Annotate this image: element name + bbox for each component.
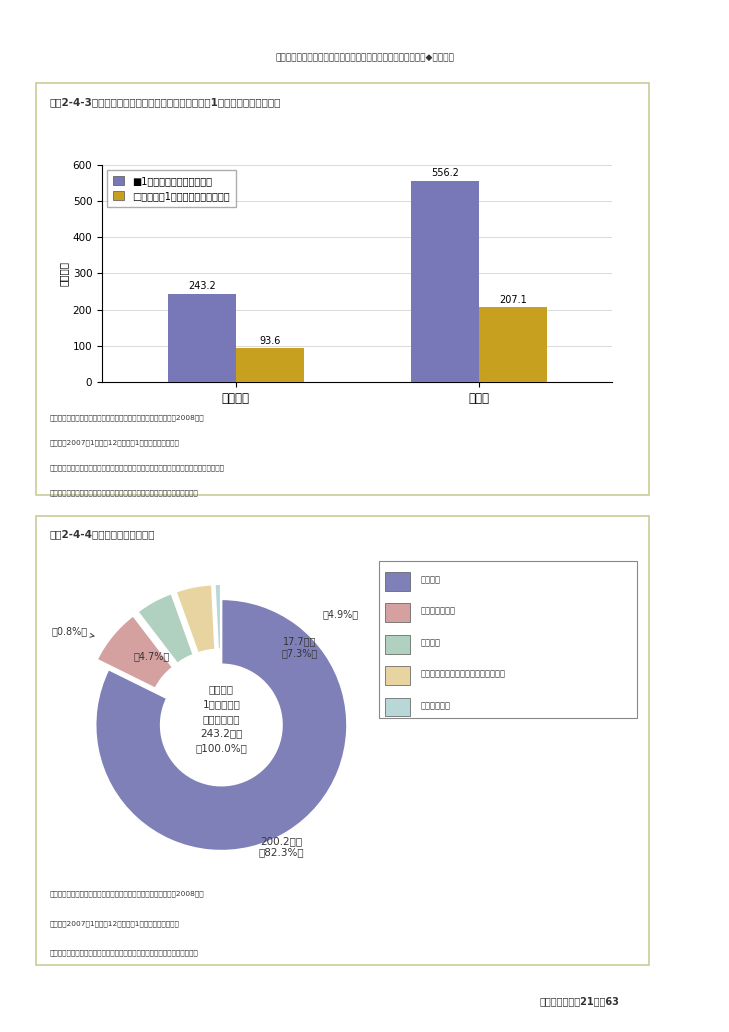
Wedge shape xyxy=(95,599,347,850)
Text: 556.2: 556.2 xyxy=(431,168,459,179)
Y-axis label: （万円）: （万円） xyxy=(58,261,69,286)
Wedge shape xyxy=(97,615,173,688)
Text: 財産所得: 財産所得 xyxy=(421,638,440,647)
Bar xyxy=(168,294,235,382)
Bar xyxy=(235,348,304,382)
Text: （注２）「全世帯」とは、「母子世帯」及び「高齢者世帯」を含む全世帯の数値である。: （注２）「全世帯」とは、「母子世帯」及び「高齢者世帯」を含む全世帯の数値である。 xyxy=(50,464,225,471)
Text: その他の所得: その他の所得 xyxy=(421,701,451,710)
Legend: ■1世帯当たり平均所得金額, □世帯人呔1人当たり平均所得金額: ■1世帯当たり平均所得金額, □世帯人呔1人当たり平均所得金額 xyxy=(107,170,235,206)
Bar xyxy=(384,667,410,685)
Text: 公的年金・恩給以外の社会保隚給付金: 公的年金・恩給以外の社会保隚給付金 xyxy=(421,670,505,678)
Bar xyxy=(410,181,479,382)
Text: 207.1: 207.1 xyxy=(499,294,526,304)
Text: （4.7%）: （4.7%） xyxy=(134,651,170,660)
Text: 243.2: 243.2 xyxy=(188,282,216,291)
Text: 200.2万円
（82.3%）: 200.2万円 （82.3%） xyxy=(259,836,305,858)
Text: 資料：厕生労働省大臣官房統計情報部「国民生活基礎調査」　（2008年）: 資料：厕生労働省大臣官房統計情報部「国民生活基礎調査」 （2008年） xyxy=(50,891,205,898)
Text: 勤労所得: 勤労所得 xyxy=(421,575,440,584)
Text: 第
１
部: 第 １ 部 xyxy=(665,180,674,228)
Text: （注２）「母子世帯」は客体が少ないため、数値の使用には注意を要する。: （注２）「母子世帯」は客体が少ないため、数値の使用には注意を要する。 xyxy=(50,949,199,956)
Text: 図表2-4-4　母子世帯の所得構成: 図表2-4-4 母子世帯の所得構成 xyxy=(50,529,155,540)
Text: （4.9%）: （4.9%） xyxy=(323,609,359,619)
Text: （注１）2007年1月から12月までの1年間の所得である。: （注１）2007年1月から12月までの1年間の所得である。 xyxy=(50,921,180,927)
Text: 93.6: 93.6 xyxy=(259,335,281,346)
Bar xyxy=(479,308,547,382)
Text: （注３）「母子世帯」は客体が少ないため、数値の使用には注意を要する。: （注３）「母子世帯」は客体が少ないため、数値の使用には注意を要する。 xyxy=(50,489,199,495)
Text: 図表2-4-3　１世帯当たり平均所得金額及び世帯人呔1人当たり平均所得金額: 図表2-4-3 １世帯当たり平均所得金額及び世帯人呔1人当たり平均所得金額 xyxy=(50,97,281,107)
Text: 17.7万円
（7.3%）: 17.7万円 （7.3%） xyxy=(281,636,318,657)
Wedge shape xyxy=(214,584,221,649)
Wedge shape xyxy=(138,593,194,664)
Text: （0.8%）: （0.8%） xyxy=(51,626,94,637)
Bar xyxy=(384,604,410,622)
Wedge shape xyxy=(176,584,215,653)
Text: 母子世帯
1世帯当たり
平均所得金額
243.2万円
（100.0%）: 母子世帯 1世帯当たり 平均所得金額 243.2万円 （100.0%） xyxy=(195,684,247,753)
Bar xyxy=(384,572,410,590)
Text: 資料：厕生労働省大臣官房統計情報部「国民生活基礎調査」　（2008年）: 資料：厕生労働省大臣官房統計情報部「国民生活基礎調査」 （2008年） xyxy=(50,415,205,421)
Text: （注１）2007年1月から12月までの1年間の所得である。: （注１）2007年1月から12月までの1年間の所得である。 xyxy=(50,440,180,446)
Text: 第
２
章: 第 ２ 章 xyxy=(665,479,674,527)
Text: 厕生労働白書〡21　〃63: 厕生労働白書〡21 〃63 xyxy=(539,996,620,1006)
Bar xyxy=(384,698,410,716)
Bar xyxy=(384,635,410,653)
Text: 公的年金・恩給: 公的年金・恩給 xyxy=(421,607,456,616)
Text: 様々な場面における、個人の自立と社会の支援に向けた取組み◆制度改革: 様々な場面における、個人の自立と社会の支援に向けた取組み◆制度改革 xyxy=(275,54,454,63)
